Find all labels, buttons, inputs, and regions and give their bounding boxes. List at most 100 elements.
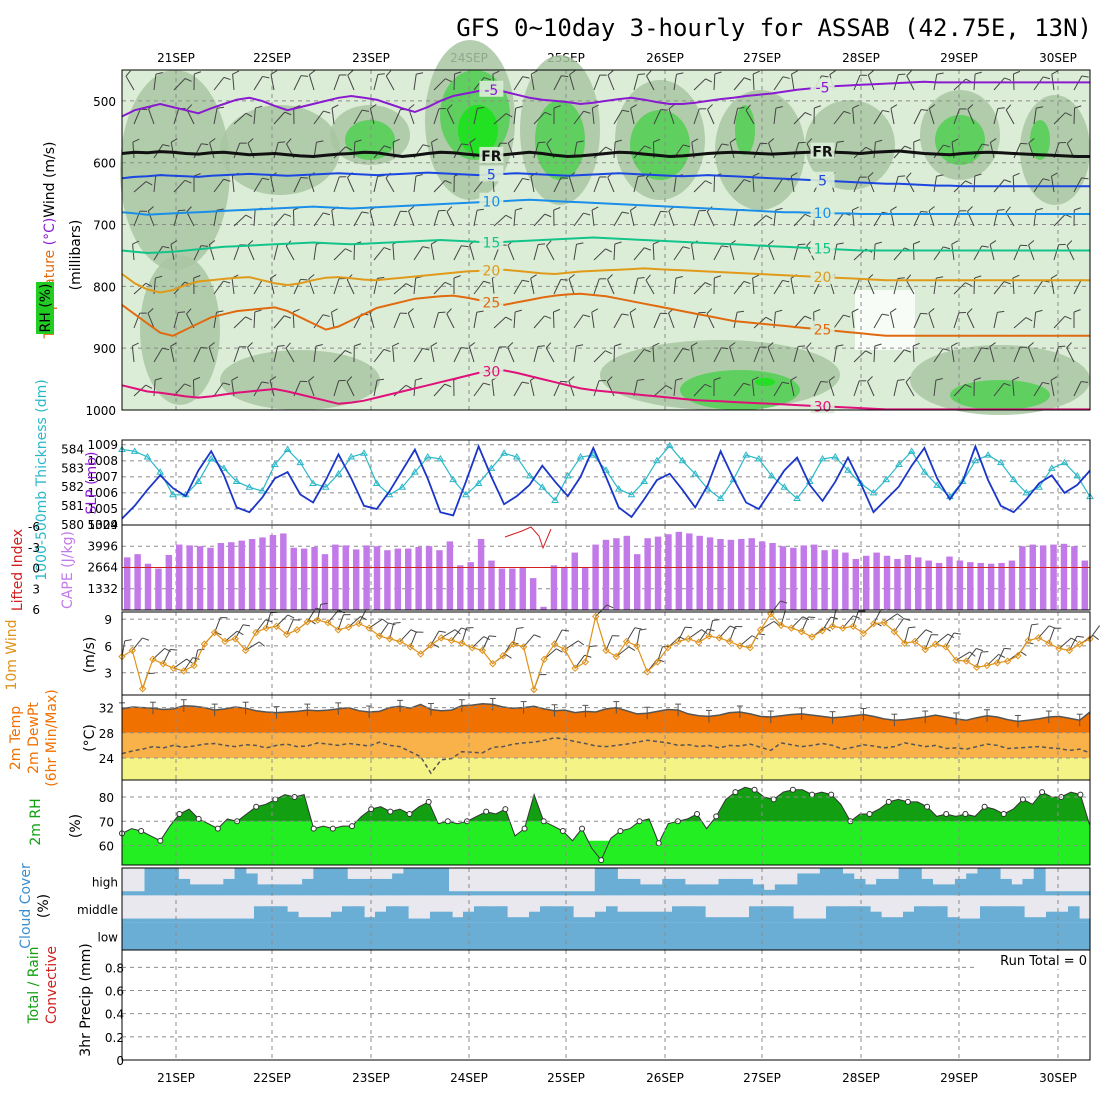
cape-bar <box>696 535 703 610</box>
upper-wind-barb <box>233 214 247 227</box>
rh-patch-high <box>1030 120 1050 160</box>
wind-barb-flag <box>460 347 469 349</box>
wind-speed-point <box>159 660 167 668</box>
cloud-low-cell <box>320 922 332 950</box>
upper-wind-barb <box>1012 175 1015 193</box>
upper-wind-barb <box>913 313 921 329</box>
upper-wind-barb <box>433 281 446 295</box>
wind-barb-flag <box>591 206 599 211</box>
cloud-low-cell <box>133 922 145 950</box>
cape-bar <box>602 539 610 610</box>
upper-wind-barb <box>873 142 876 159</box>
wind-barb-flag <box>1036 106 1044 109</box>
upper-wind-barb <box>673 246 684 261</box>
rh-legend-swatch <box>36 282 54 334</box>
upper-wind-barb <box>373 349 385 363</box>
cloud-high-cell <box>144 868 157 896</box>
cloud-high-cell <box>684 884 697 896</box>
chart-title: GFS 0~10day 3-hourly for ASSAB (42.75E, … <box>456 14 1092 42</box>
wind-speed-point <box>365 624 373 632</box>
wind-barb-flag <box>507 342 514 348</box>
cape-bar <box>519 566 526 610</box>
upper-wind-barb <box>853 74 861 91</box>
isotherm-line <box>121 267 1090 294</box>
wind-barb-flag <box>1013 70 1021 75</box>
wind-speed-point <box>818 627 826 635</box>
wind-barb-flag <box>729 625 737 630</box>
upper-wind-barb <box>912 345 915 363</box>
wind-barb-flag <box>553 105 561 109</box>
wind-barb-flag <box>880 608 889 611</box>
wind-barb-flag <box>835 608 843 612</box>
thickness-point <box>130 447 139 454</box>
wind-barb-flag <box>974 71 982 75</box>
upper-wind-barb <box>253 76 263 91</box>
upper-wind-barb <box>193 143 202 159</box>
cloud-middle-cell <box>342 906 354 923</box>
cloud-low-cell <box>639 922 651 950</box>
upper-wind-barb <box>553 177 562 193</box>
upper-wind-barb <box>273 142 279 159</box>
wind-barb-flag <box>1042 178 1050 181</box>
cape-tick: 1332 <box>87 582 118 596</box>
wind-speed-point <box>993 659 1002 667</box>
cloud-row-label: low <box>98 930 119 944</box>
upper-wind-barb <box>507 142 515 159</box>
wind-speed-point <box>231 635 239 643</box>
wind-barb-flag <box>1070 637 1078 642</box>
wind-barb-flag <box>942 348 950 351</box>
cloud-low-cell <box>617 922 629 950</box>
cloud-high-cell <box>718 878 731 896</box>
cloud-high-cell <box>752 884 765 896</box>
slp-thickness-panel: 1009100810071006100510045845835825815801… <box>34 379 1094 581</box>
upper-wind-barb <box>989 346 995 363</box>
isotherm-line <box>121 369 1090 411</box>
precip-ylabel: 3hr Precip (mm) <box>78 943 94 1056</box>
rh-point <box>214 825 221 832</box>
upper-wind-barb <box>333 380 340 397</box>
cloud-middle-cell <box>1035 917 1047 923</box>
rh2m-ylabel: 2m RH <box>28 798 44 845</box>
cloud-low-cell <box>298 922 310 950</box>
thickness-point <box>449 475 458 483</box>
cloud-middle-cell <box>430 911 442 923</box>
wind-speed-point <box>571 664 579 672</box>
cape-bar <box>946 556 953 610</box>
rh-point <box>751 786 758 793</box>
wind-barb-flag <box>701 629 708 635</box>
surface-wind-barb <box>1038 625 1050 639</box>
wind-barb-flag <box>388 622 396 626</box>
wind-barb-flag <box>193 376 201 381</box>
wind-barb-flag <box>505 113 513 118</box>
wind-barb-flag <box>1066 138 1073 144</box>
upper-wind-barb <box>867 381 875 397</box>
wind-barb-flag <box>974 173 982 177</box>
upper-wind-barb <box>513 210 516 227</box>
wind-barb-flag <box>223 280 231 284</box>
surface-wind-barb <box>914 629 927 642</box>
wind-speed-point <box>674 637 682 646</box>
cape-bar <box>280 533 287 610</box>
wind-barb-flag <box>714 275 722 279</box>
upper-wind-barb <box>833 314 844 329</box>
cloud-middle-cell <box>639 911 651 923</box>
cloud-low-cell <box>606 922 618 950</box>
wind-speed-point <box>1024 636 1032 645</box>
wind-barb-flag <box>790 172 798 177</box>
cloud-middle-cell <box>958 918 970 923</box>
cloud-high-cell <box>1022 878 1035 896</box>
cloud-high-cell <box>268 884 281 896</box>
cape-bar <box>717 539 724 610</box>
cloud-high-cell <box>200 884 213 896</box>
upper-wind-barb <box>313 346 317 363</box>
upper-wind-barb <box>773 280 783 295</box>
upper-wind-barb <box>967 109 975 125</box>
cloud-middle-cell <box>870 911 882 923</box>
upper-wind-barb <box>905 381 915 397</box>
panel-frame <box>121 779 1091 866</box>
upper-wind-barb <box>270 176 275 193</box>
upper-wind-barb <box>153 74 157 91</box>
upper-wind-barb <box>269 380 275 397</box>
wind-barb-flag <box>798 345 806 348</box>
cape-bar <box>176 544 183 610</box>
